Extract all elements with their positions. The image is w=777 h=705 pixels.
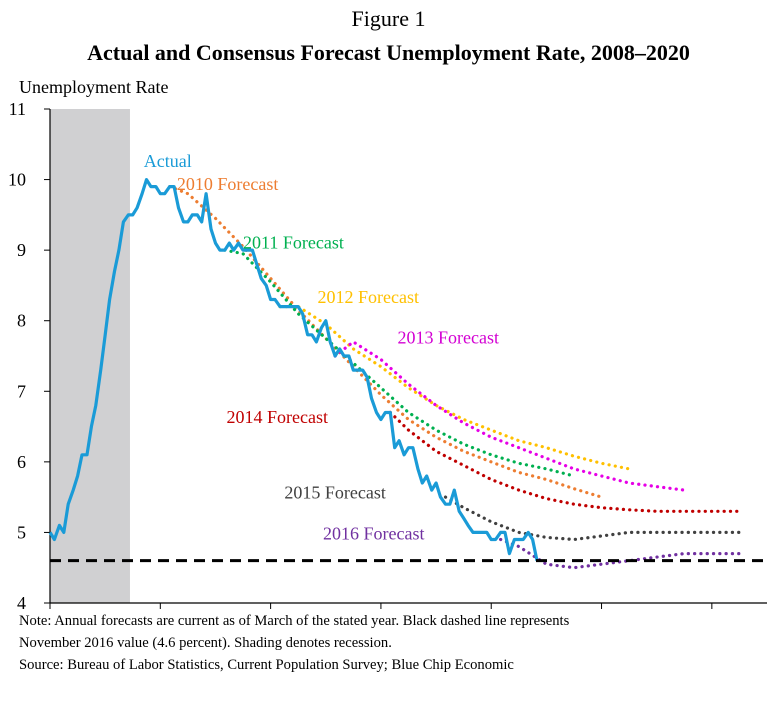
series-label-2010-forecast: 2010 Forecast bbox=[177, 174, 278, 194]
series-line-2010-forecast bbox=[168, 185, 604, 499]
figure-label: Figure 1 bbox=[351, 6, 426, 31]
series-label-2014-forecast: 2014 Forecast bbox=[226, 407, 327, 427]
series-label-2013-forecast: 2013 Forecast bbox=[397, 327, 498, 347]
y-tick-label: 10 bbox=[8, 170, 26, 190]
note-line-1: Note: Annual forecasts are current as of… bbox=[19, 613, 570, 629]
x-tick-label: 2018 bbox=[585, 606, 619, 610]
y-tick-label: 4 bbox=[17, 593, 26, 610]
y-tick-label: 9 bbox=[17, 240, 26, 260]
series-line-actual bbox=[48, 178, 539, 562]
x-tick-label: 2014 bbox=[364, 606, 399, 610]
y-tick-label: 7 bbox=[17, 381, 26, 401]
recession-shading bbox=[50, 109, 130, 603]
y-tick-label: 11 bbox=[9, 99, 26, 119]
series-label-2011-forecast: 2011 Forecast bbox=[243, 233, 344, 253]
series-label-2015-forecast: 2015 Forecast bbox=[284, 483, 385, 503]
series-label-actual: Actual bbox=[144, 151, 192, 171]
series-line-2011-forecast bbox=[223, 248, 576, 478]
series-line-2012-forecast bbox=[278, 305, 631, 471]
series-label-2012-forecast: 2012 Forecast bbox=[317, 287, 418, 307]
chart-title: Actual and Consensus Forecast Unemployme… bbox=[87, 40, 690, 65]
x-tick-label: 2012 bbox=[254, 606, 288, 610]
chart-notes: Note: Annual forecasts are current as of… bbox=[19, 610, 777, 676]
unemployment-chart: 4 5 6 7 8 9 10 11 2008 2010 2012 2014 2016 2018 2020 Un… bbox=[8, 77, 767, 610]
note-line-2: November 2016 value (4.6 percent). Shadi… bbox=[19, 635, 392, 651]
series-label-2016-forecast: 2016 Forecast bbox=[323, 523, 424, 543]
y-axis-label: Unemployment Rate bbox=[19, 77, 168, 97]
x-tick-label: 2020 bbox=[695, 606, 729, 610]
series-line-2013-forecast bbox=[333, 340, 686, 492]
x-tick-label: 2008 bbox=[33, 606, 67, 610]
x-tick-label: 2010 bbox=[143, 606, 177, 610]
series-line-2014-forecast bbox=[388, 410, 742, 513]
x-tick-label: 2016 bbox=[474, 606, 508, 610]
y-tick-label: 6 bbox=[17, 452, 26, 472]
y-tick-label: 5 bbox=[17, 522, 26, 542]
source-line: Source: Bureau of Labor Statistics, Curr… bbox=[19, 657, 514, 673]
series-line-2015-forecast bbox=[443, 495, 742, 542]
y-tick-label: 8 bbox=[17, 311, 26, 331]
